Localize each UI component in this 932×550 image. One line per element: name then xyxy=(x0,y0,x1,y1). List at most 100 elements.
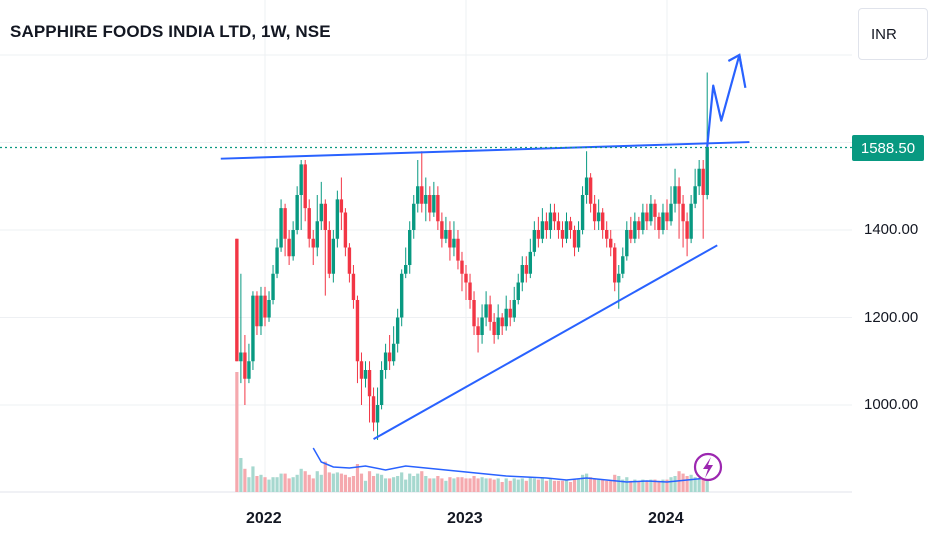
candle xyxy=(532,221,537,257)
candle-body xyxy=(548,212,553,230)
volume-moving-average-line xyxy=(312,447,708,483)
candle-body xyxy=(572,230,577,248)
candle xyxy=(408,221,412,274)
candle xyxy=(472,291,476,335)
candle xyxy=(536,216,541,248)
volume-bar xyxy=(597,479,601,492)
candle-body xyxy=(629,230,633,239)
candle-body xyxy=(576,230,581,248)
volume-bar xyxy=(552,480,557,492)
currency-button[interactable]: INR xyxy=(858,8,928,60)
candle-body xyxy=(592,203,597,222)
x-tick-label: 2023 xyxy=(447,510,483,527)
volume-bar xyxy=(283,473,287,492)
volume-bar xyxy=(548,478,553,492)
candle xyxy=(335,190,340,248)
candle xyxy=(367,361,372,423)
candle xyxy=(584,151,589,204)
candle-body xyxy=(516,282,520,300)
volume-bar xyxy=(488,478,492,492)
candle xyxy=(596,199,601,230)
volume-bar xyxy=(697,478,701,492)
volume-bar xyxy=(436,476,440,492)
candle-body xyxy=(613,247,617,283)
volume-bar xyxy=(633,479,637,492)
volume-bar xyxy=(327,472,331,492)
volume-bar xyxy=(605,480,609,492)
candle xyxy=(580,186,585,235)
y-tick-label: 1200.00 xyxy=(864,309,919,326)
candle-body xyxy=(263,295,267,318)
flash-badge[interactable] xyxy=(693,452,723,482)
volume-bar xyxy=(343,474,347,492)
candle xyxy=(339,177,344,230)
trendline-resistance[interactable] xyxy=(220,141,750,160)
volume-bar xyxy=(239,458,243,492)
candle xyxy=(420,151,424,213)
candle-body xyxy=(661,212,665,230)
candle xyxy=(633,212,637,244)
candle-body xyxy=(395,317,400,344)
candle xyxy=(363,361,368,388)
volume-bar xyxy=(408,473,412,492)
candle xyxy=(303,160,307,222)
candle-body xyxy=(420,186,424,204)
volume-bar xyxy=(375,473,380,492)
candle xyxy=(560,221,565,248)
candle xyxy=(299,160,303,230)
candle-body xyxy=(665,212,669,222)
candle-body xyxy=(303,164,307,209)
candle-body xyxy=(609,238,613,248)
candle xyxy=(251,291,255,370)
volume-bar xyxy=(500,482,504,492)
candle xyxy=(464,265,468,300)
candle-body xyxy=(331,238,336,274)
candle xyxy=(383,343,388,379)
volume-bar xyxy=(440,478,444,492)
candle-body xyxy=(544,221,549,230)
candle xyxy=(448,221,452,261)
volume-bar xyxy=(275,477,279,492)
volume-bar xyxy=(456,477,460,492)
candle xyxy=(621,247,625,279)
candle-body xyxy=(287,238,291,257)
candle-body xyxy=(681,203,685,222)
candle xyxy=(327,221,332,279)
volume-bars xyxy=(235,372,709,492)
volume-bar xyxy=(520,478,524,492)
candle xyxy=(641,203,645,235)
volume-bar xyxy=(355,464,360,492)
volume-bar xyxy=(685,476,689,492)
candle-body xyxy=(440,221,444,239)
candle-body xyxy=(436,195,440,222)
candle-body xyxy=(508,308,512,318)
candle xyxy=(512,286,516,322)
candle xyxy=(625,221,629,261)
volume-bar xyxy=(528,477,532,492)
y-tick-label: 1400.00 xyxy=(864,221,919,238)
trendline-support[interactable] xyxy=(373,244,718,440)
candle-body xyxy=(512,300,516,318)
y-tick-label: 1000.00 xyxy=(864,396,919,413)
candle xyxy=(351,265,356,309)
volume-bar xyxy=(267,479,271,492)
candle xyxy=(605,221,609,248)
candle xyxy=(428,186,432,222)
candle xyxy=(665,199,669,230)
candle xyxy=(263,286,267,327)
volume-bar xyxy=(424,476,428,492)
candle xyxy=(456,230,460,270)
candle xyxy=(568,216,573,239)
candle-body xyxy=(404,265,408,274)
volume-bar xyxy=(496,478,500,492)
candle-body xyxy=(271,273,275,300)
volume-bar xyxy=(468,478,472,492)
candle-body xyxy=(235,238,239,362)
volume-bar xyxy=(371,476,376,492)
candle-body xyxy=(460,260,464,274)
candle-body xyxy=(673,186,677,204)
volume-bar xyxy=(601,479,605,492)
candle-body xyxy=(367,370,372,397)
volume-bar xyxy=(347,477,352,492)
candle-body xyxy=(295,195,299,230)
